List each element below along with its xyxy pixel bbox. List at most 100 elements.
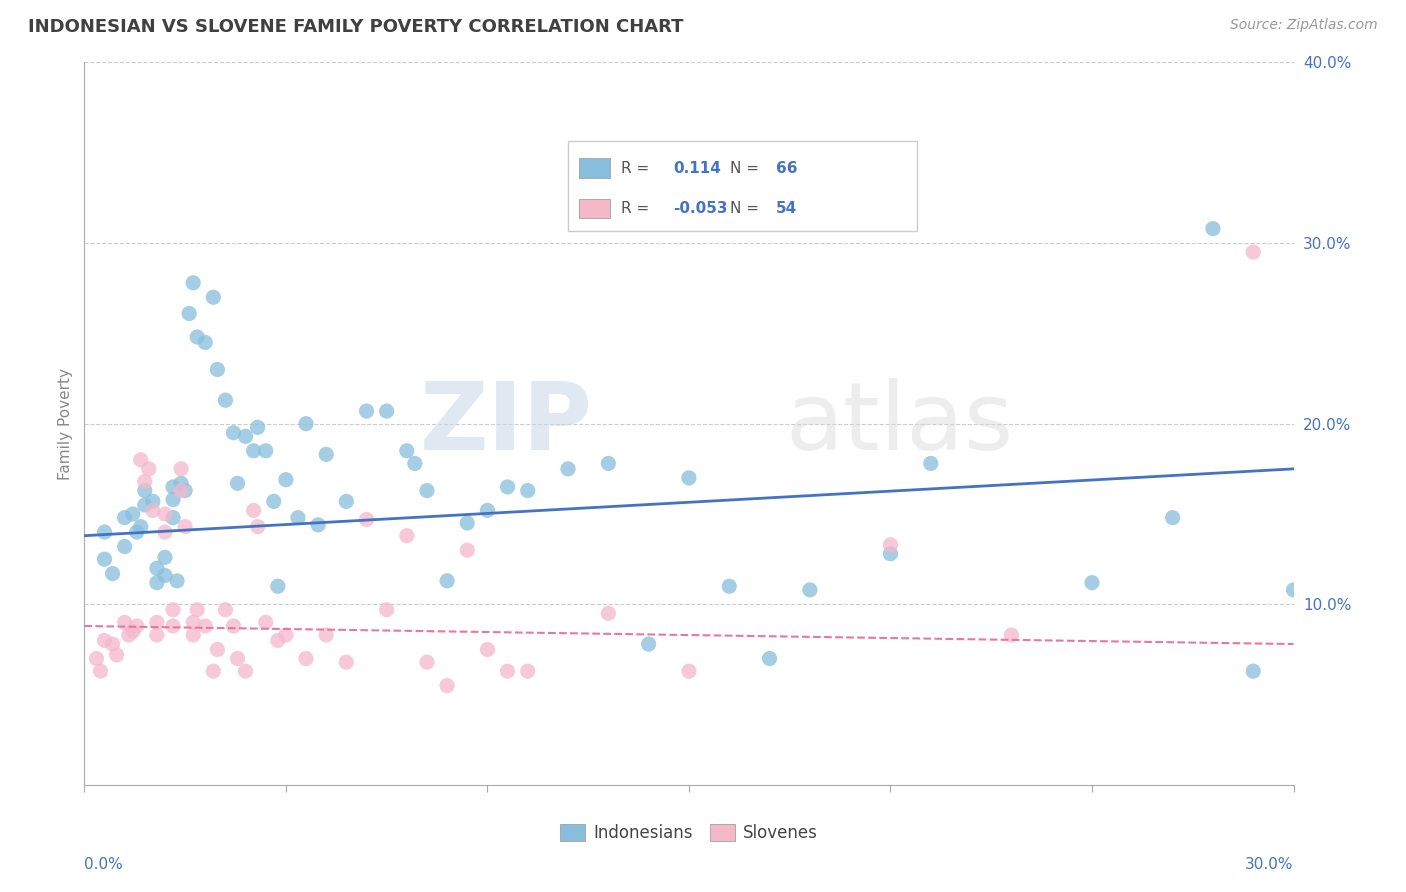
- Point: [1000, 628, 1022, 642]
- Point: [101, 637, 124, 651]
- Point: [598, 457, 620, 471]
- Point: [356, 404, 378, 418]
- Point: [207, 362, 229, 376]
- Point: [153, 507, 176, 521]
- Point: [146, 615, 169, 630]
- Point: [162, 619, 184, 633]
- Point: [416, 655, 439, 669]
- Point: [174, 519, 197, 533]
- Point: [186, 330, 208, 344]
- Point: [404, 457, 426, 471]
- Point: [134, 475, 156, 489]
- Point: [295, 651, 318, 665]
- Point: [101, 566, 124, 581]
- Point: [162, 492, 184, 507]
- Point: [1241, 245, 1264, 260]
- Text: 66: 66: [776, 161, 797, 176]
- Point: [456, 516, 478, 530]
- Point: [1282, 582, 1305, 597]
- Point: [1202, 221, 1225, 235]
- Point: [254, 615, 277, 630]
- Point: [222, 619, 245, 633]
- Point: [1161, 510, 1184, 524]
- Point: [395, 443, 418, 458]
- Point: [207, 642, 229, 657]
- Point: [242, 443, 264, 458]
- Text: atlas: atlas: [786, 377, 1014, 470]
- Point: [170, 483, 193, 498]
- Point: [129, 453, 152, 467]
- Point: [93, 633, 115, 648]
- Text: 0.114: 0.114: [673, 161, 721, 176]
- Point: [375, 603, 398, 617]
- Point: [799, 582, 821, 597]
- Point: [557, 462, 579, 476]
- Point: [181, 276, 204, 290]
- Point: [202, 290, 225, 304]
- Point: [1081, 575, 1104, 590]
- Text: 54: 54: [776, 201, 797, 216]
- Point: [118, 628, 141, 642]
- Point: [246, 519, 269, 533]
- Point: [375, 404, 398, 418]
- Text: R =: R =: [621, 201, 650, 216]
- Point: [138, 462, 160, 476]
- Point: [235, 429, 257, 443]
- Point: [142, 494, 165, 508]
- Point: [93, 524, 115, 539]
- Point: [142, 503, 165, 517]
- Point: [598, 607, 620, 621]
- Point: [146, 628, 169, 642]
- Point: [718, 579, 741, 593]
- Text: 30.0%: 30.0%: [1246, 857, 1294, 872]
- Point: [246, 420, 269, 434]
- Point: [125, 524, 148, 539]
- Point: [456, 543, 478, 558]
- Point: [129, 519, 152, 533]
- Point: [86, 651, 108, 665]
- Point: [267, 633, 290, 648]
- Point: [436, 679, 458, 693]
- Text: N =: N =: [730, 161, 759, 176]
- Point: [274, 628, 297, 642]
- Point: [170, 476, 193, 491]
- Point: [263, 494, 285, 508]
- Point: [335, 655, 357, 669]
- Point: [395, 529, 418, 543]
- Point: [179, 306, 201, 320]
- Point: [254, 443, 277, 458]
- Text: R =: R =: [621, 161, 650, 176]
- Point: [134, 498, 156, 512]
- Point: [153, 568, 176, 582]
- Point: [105, 648, 128, 662]
- Point: [879, 538, 901, 552]
- Point: [242, 503, 264, 517]
- Point: [114, 540, 136, 554]
- Point: [146, 561, 169, 575]
- Point: [202, 664, 225, 678]
- Point: [356, 512, 378, 526]
- Point: [162, 510, 184, 524]
- Point: [114, 615, 136, 630]
- Text: ZIP: ZIP: [419, 377, 592, 470]
- Y-axis label: Family Poverty: Family Poverty: [58, 368, 73, 480]
- Point: [879, 547, 901, 561]
- Legend: Indonesians, Slovenes: Indonesians, Slovenes: [554, 817, 824, 849]
- Point: [222, 425, 245, 440]
- Point: [496, 480, 519, 494]
- Point: [134, 483, 156, 498]
- Point: [235, 664, 257, 678]
- Point: [287, 510, 309, 524]
- Point: [516, 483, 538, 498]
- Point: [162, 603, 184, 617]
- Point: [637, 637, 659, 651]
- Point: [295, 417, 318, 431]
- Point: [181, 615, 204, 630]
- Point: [758, 651, 780, 665]
- Point: [125, 619, 148, 633]
- Point: [477, 642, 499, 657]
- Point: [315, 447, 337, 461]
- Point: [496, 664, 519, 678]
- Point: [170, 462, 193, 476]
- Point: [1241, 664, 1264, 678]
